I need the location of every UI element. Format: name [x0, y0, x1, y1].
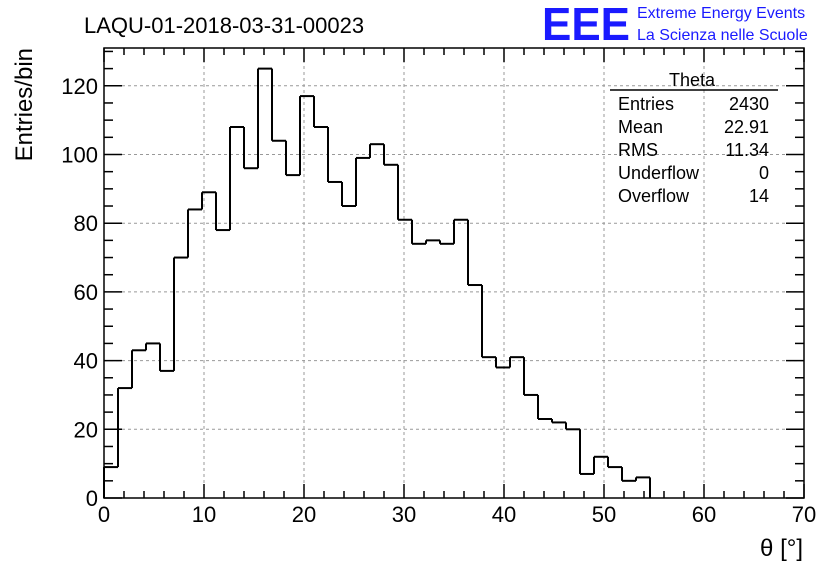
y-tick-label: 0 [86, 486, 98, 511]
stats-row-label: Entries [618, 94, 674, 114]
y-tick-label: 100 [61, 142, 98, 167]
y-tick-label: 40 [74, 349, 98, 374]
stats-row-label: Overflow [618, 186, 690, 206]
stats-row-value: 0 [759, 163, 769, 183]
histogram-bars [103, 67, 651, 498]
eee-logo-line2: La Scienza nelle Scuole [637, 27, 808, 44]
stats-row-label: Underflow [618, 163, 700, 183]
x-axis-label: θ [°] [760, 535, 803, 562]
stats-row-value: 11.34 [725, 140, 769, 160]
eee-logo-mark: EEE [542, 0, 630, 50]
stats-rows: Entries 2430 Mean 22.91 RMS 11.34 Underflow 0 Ov… [618, 94, 769, 206]
plot-frame [103, 47, 805, 499]
x-tick-labels: 0 10 20 30 40 50 60 70 [98, 502, 816, 527]
y-tick-label: 120 [61, 74, 98, 99]
grid-lines [104, 48, 804, 498]
eee-logo-line1: Extreme Energy Events [637, 5, 805, 22]
x-tick-label: 30 [392, 502, 416, 527]
x-tick-label: 10 [192, 502, 216, 527]
stats-row-value: 22.91 [724, 117, 769, 137]
x-tick-label: 20 [292, 502, 316, 527]
x-tick-label: 60 [692, 502, 716, 527]
y-tick-label: 80 [74, 211, 98, 236]
y-tick-label: 60 [74, 280, 98, 305]
x-tick-label: 50 [592, 502, 616, 527]
stats-row-value: 2430 [729, 94, 769, 114]
x-tick-label: 70 [792, 502, 816, 527]
axis-ticks [103, 48, 805, 499]
eee-logo: EEE Extreme Energy Events La Scienza nel… [542, 0, 808, 50]
y-tick-labels: 0 20 40 60 80 100 120 [61, 74, 98, 511]
stats-title: Theta [669, 70, 716, 90]
stats-row-value: 14 [749, 186, 769, 206]
x-tick-label: 40 [492, 502, 516, 527]
y-axis-label: Entries/bin [11, 48, 38, 161]
chart-title: LAQU-01-2018-03-31-00023 [84, 13, 364, 38]
y-tick-label: 20 [74, 417, 98, 442]
stats-row-label: RMS [618, 140, 658, 160]
stats-box: Theta Entries 2430 Mean 22.91 RMS 11.34 Underf… [610, 70, 778, 206]
x-tick-label: 0 [98, 502, 110, 527]
stats-row-label: Mean [618, 117, 663, 137]
